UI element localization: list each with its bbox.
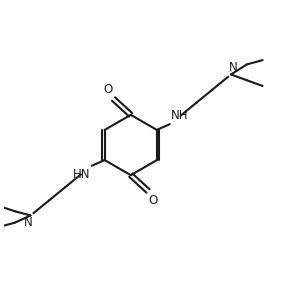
Text: HN: HN [73,168,91,181]
Text: O: O [149,194,158,207]
Text: N: N [23,215,32,229]
Text: NH: NH [171,109,188,122]
Text: N: N [229,61,238,75]
Text: O: O [104,83,113,96]
